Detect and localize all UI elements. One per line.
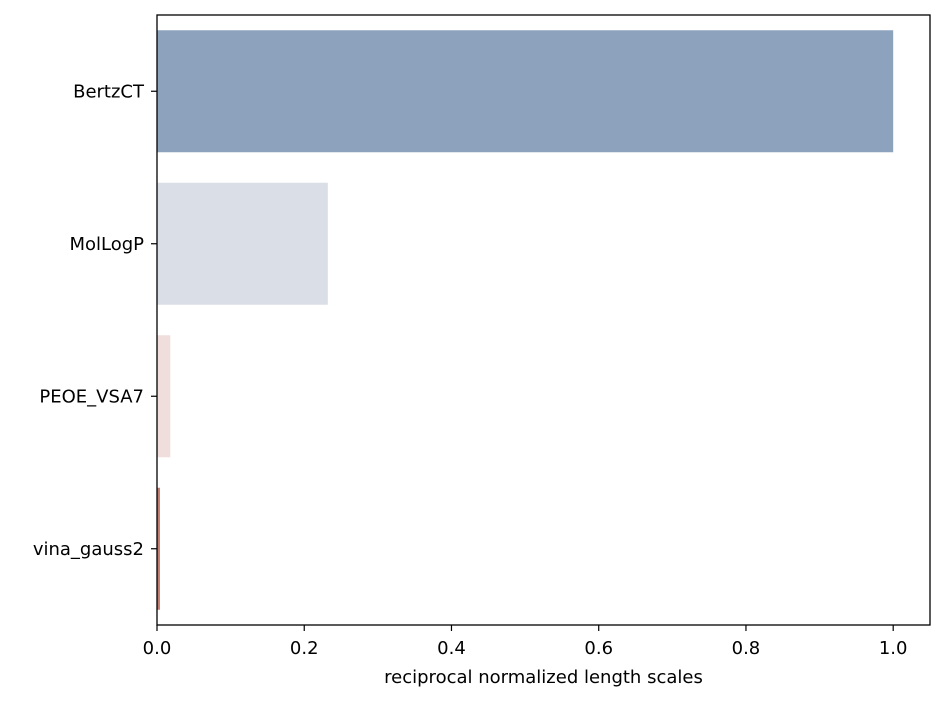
x-tick-label: 0.6 — [584, 638, 613, 659]
x-tick-label: 0.4 — [437, 638, 466, 659]
bar-mollogp — [157, 182, 328, 305]
y-tick-label: vina_gauss2 — [33, 539, 144, 560]
plot-area-frame — [156, 14, 931, 626]
y-axis-ticks: BertzCT MolLogP PEOE_VSA7 vina_gauss2 — [33, 81, 157, 560]
y-tick-label: BertzCT — [73, 81, 145, 102]
x-tick-label: 0.8 — [732, 638, 761, 659]
y-tick-label: PEOE_VSA7 — [39, 386, 144, 407]
bar-vina-gauss2 — [157, 487, 160, 610]
y-tick-label: MolLogP — [69, 234, 144, 255]
bar-peoe-vsa7 — [157, 335, 171, 458]
x-axis-ticks: 0.0 0.2 0.4 0.6 0.8 1.0 — [143, 625, 908, 659]
x-tick-label: 0.0 — [143, 638, 172, 659]
x-tick-label: 0.2 — [290, 638, 319, 659]
x-tick-label: 1.0 — [879, 638, 908, 659]
bars-layer — [157, 30, 894, 610]
bar-bertzct — [157, 30, 894, 153]
x-axis-title: reciprocal normalized length scales — [384, 667, 703, 688]
